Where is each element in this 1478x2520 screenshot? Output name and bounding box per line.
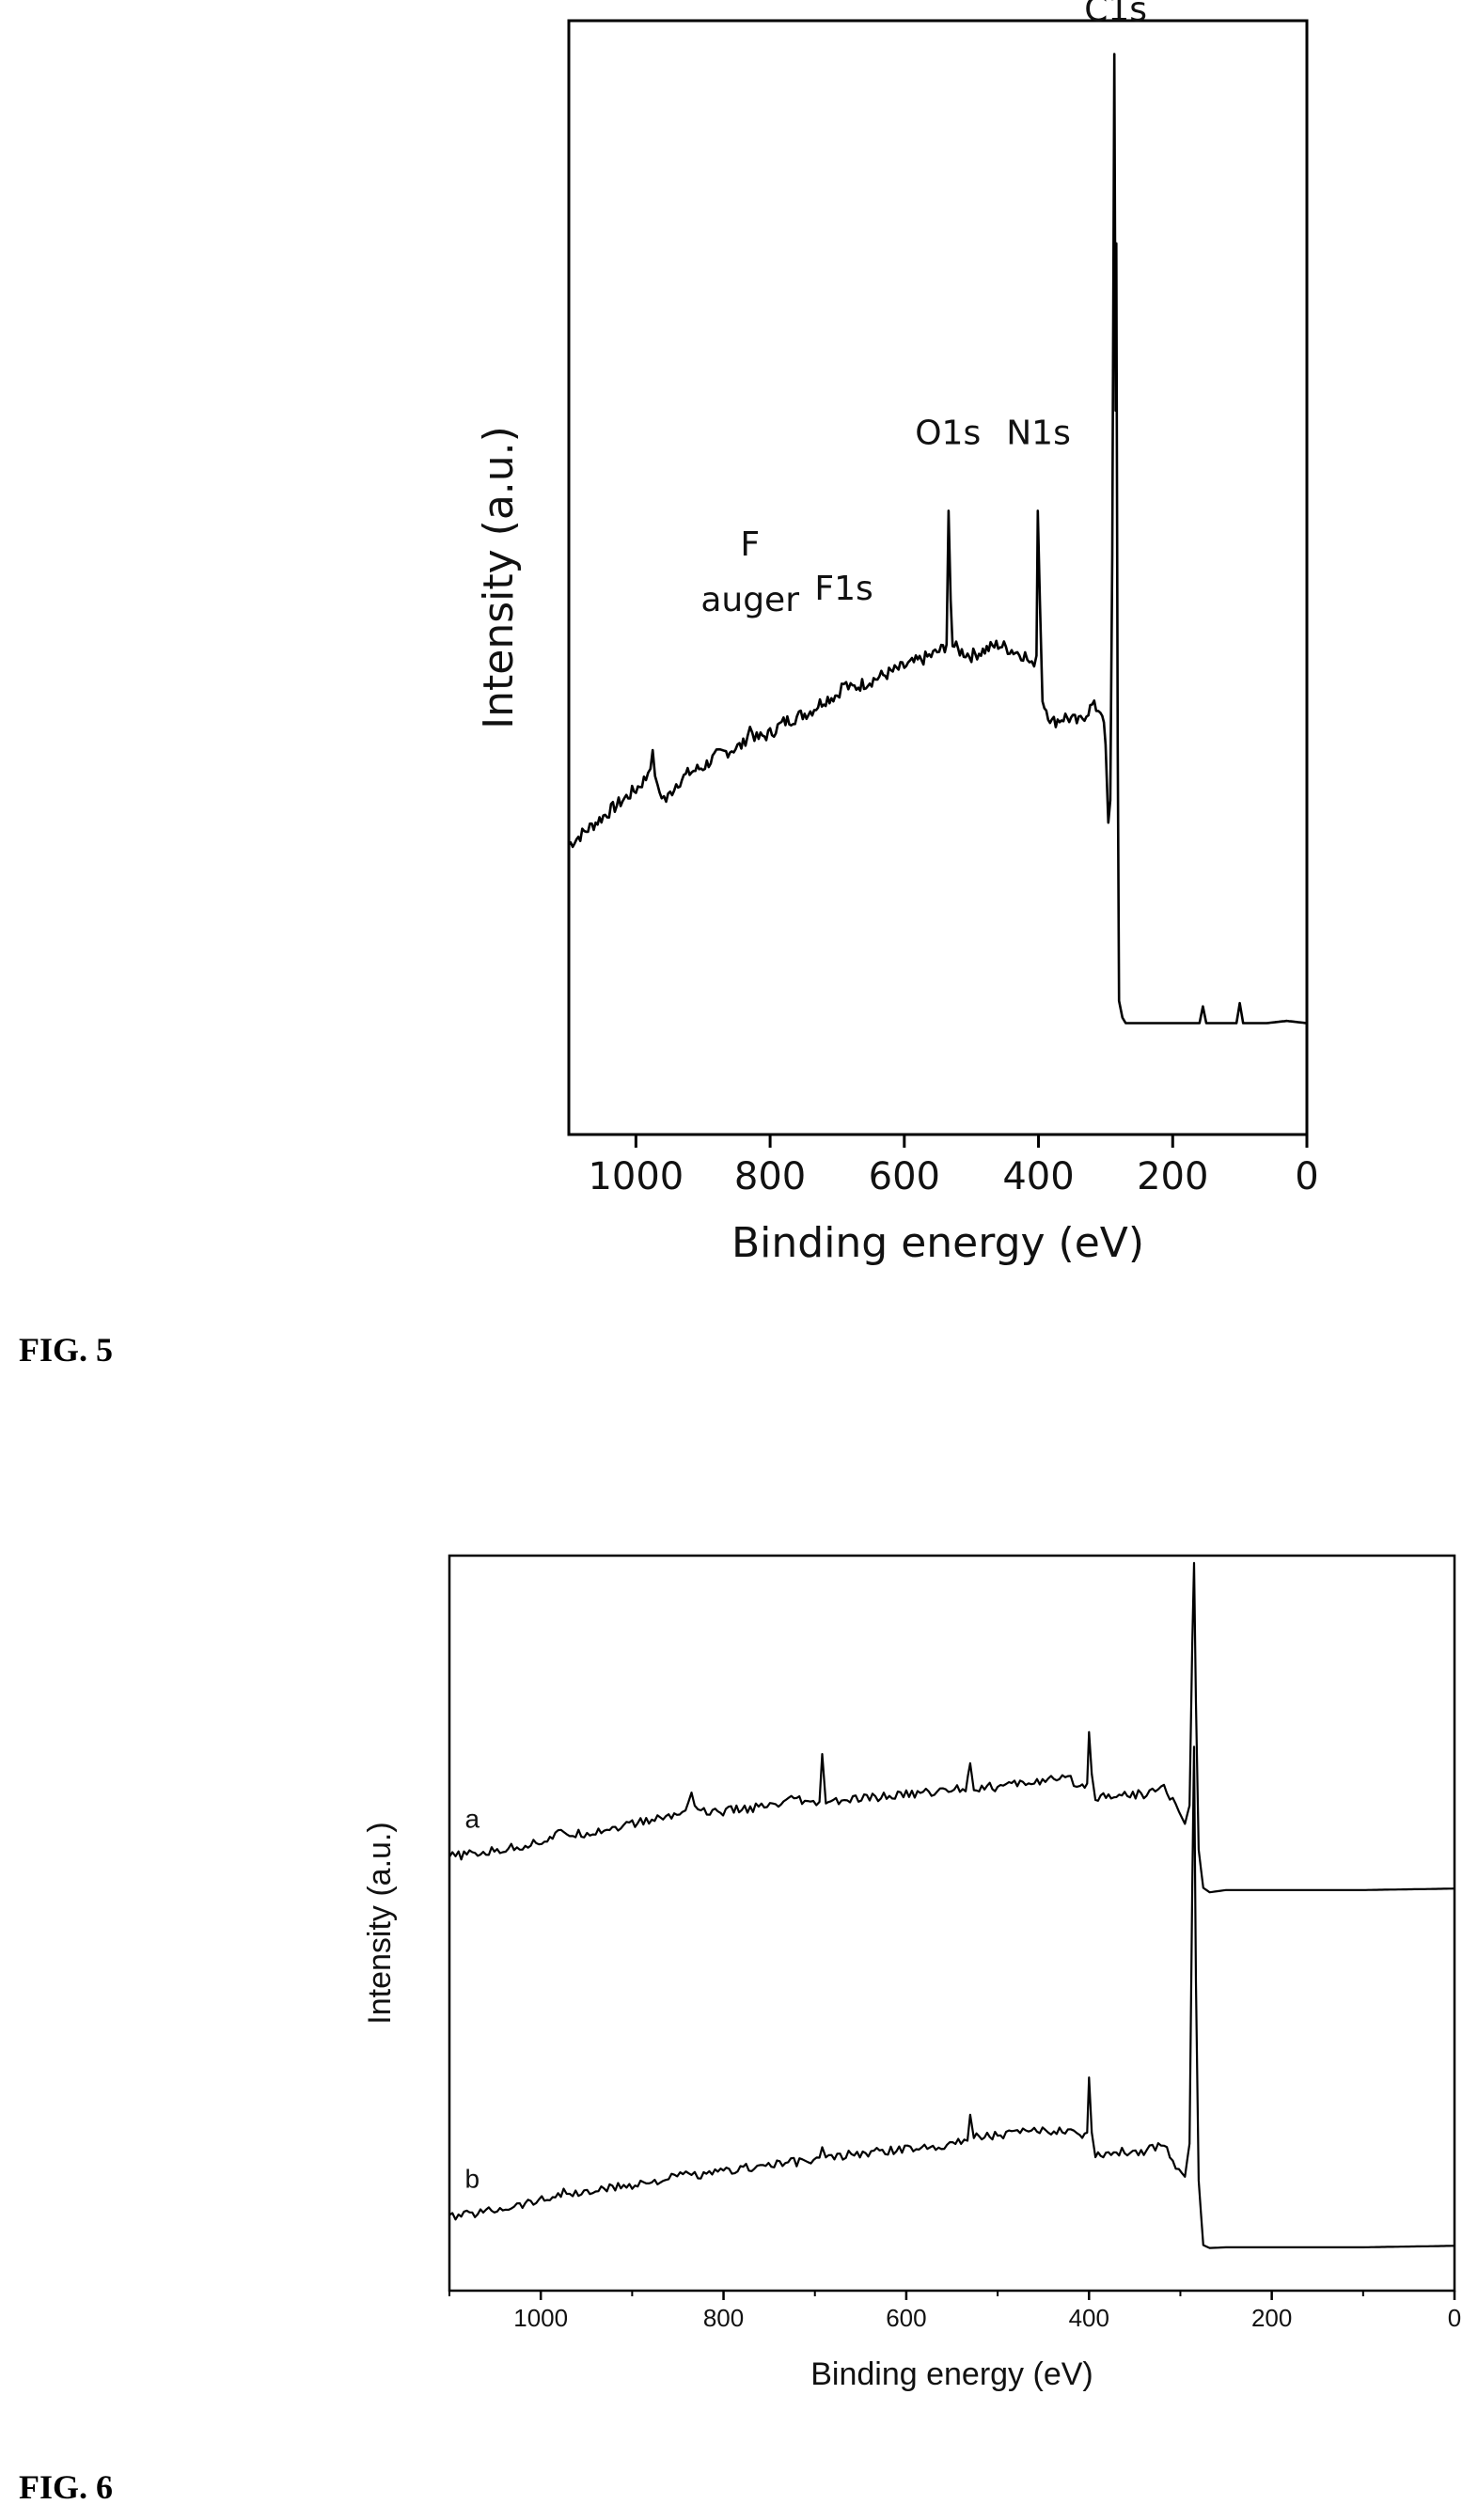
- fig6-chart: 1000 800 600 400 200 0 ab Binding energy (eV)…: [362, 1554, 1461, 2392]
- fig6-x-tick-label-200: 200: [1251, 2304, 1292, 2332]
- fig6-x-axis-label: Binding energy (eV): [810, 2356, 1093, 2392]
- fig5-x-tick-label-600: 600: [869, 1155, 940, 1198]
- fig5-x-tick-label-1000: 1000: [588, 1155, 684, 1198]
- fig6-annotations: ab: [465, 1804, 480, 2193]
- fig5-x-tick-label-400: 400: [1002, 1155, 1074, 1198]
- fig6-plot-frame: [448, 1554, 1456, 2293]
- fig6-series-line-b: [448, 1745, 1454, 2249]
- fig5-annotation-1: O1s: [915, 414, 981, 452]
- fig5-annotation-0: C1s: [1084, 0, 1147, 29]
- fig5-caption-label: FIG. 5: [19, 1331, 113, 1369]
- fig6-series-group: [448, 1561, 1455, 2249]
- fig5-series-line-0: [567, 53, 1308, 1025]
- fig5-annotation-3: F1s: [814, 570, 873, 608]
- fig6-caption-label: FIG. 6: [19, 2468, 113, 2506]
- fig6-x-tick-label-800: 800: [703, 2304, 744, 2332]
- fig5-x-axis-label: Binding energy (eV): [731, 1219, 1144, 1267]
- fig5-x-ticks: 1000 800 600 400 200 0: [588, 1135, 1319, 1198]
- fig5-x-tick-label-800: 800: [734, 1155, 806, 1198]
- fig5-series-group: [567, 53, 1308, 1025]
- fig6-x-tick-label-0: 0: [1448, 2304, 1461, 2332]
- fig5-plot-frame: [567, 19, 1309, 1136]
- fig5-y-axis-label: Intensity (a.u.): [475, 426, 523, 729]
- fig6-x-ticks: 1000 800 600 400 200 0: [448, 2291, 1461, 2332]
- fig5-annotation-5: auger: [700, 581, 799, 619]
- fig6-annotation-1: b: [465, 2165, 480, 2194]
- fig6-x-tick-label-600: 600: [886, 2304, 926, 2332]
- fig5-annotation-4: F: [740, 525, 760, 564]
- fig5-annotation-2: N1s: [1006, 414, 1071, 452]
- fig6-annotation-0: a: [465, 1804, 480, 1833]
- fig6-x-tick-label-400: 400: [1069, 2304, 1109, 2332]
- fig6-y-axis-label: Intensity (a.u.): [362, 1822, 398, 2024]
- fig5-x-tick-label-0: 0: [1295, 1155, 1318, 1198]
- fig6-series-line-a: [448, 1561, 1455, 1894]
- fig6-x-tick-label-1000: 1000: [513, 2304, 568, 2332]
- fig5-x-tick-label-200: 200: [1137, 1155, 1208, 1198]
